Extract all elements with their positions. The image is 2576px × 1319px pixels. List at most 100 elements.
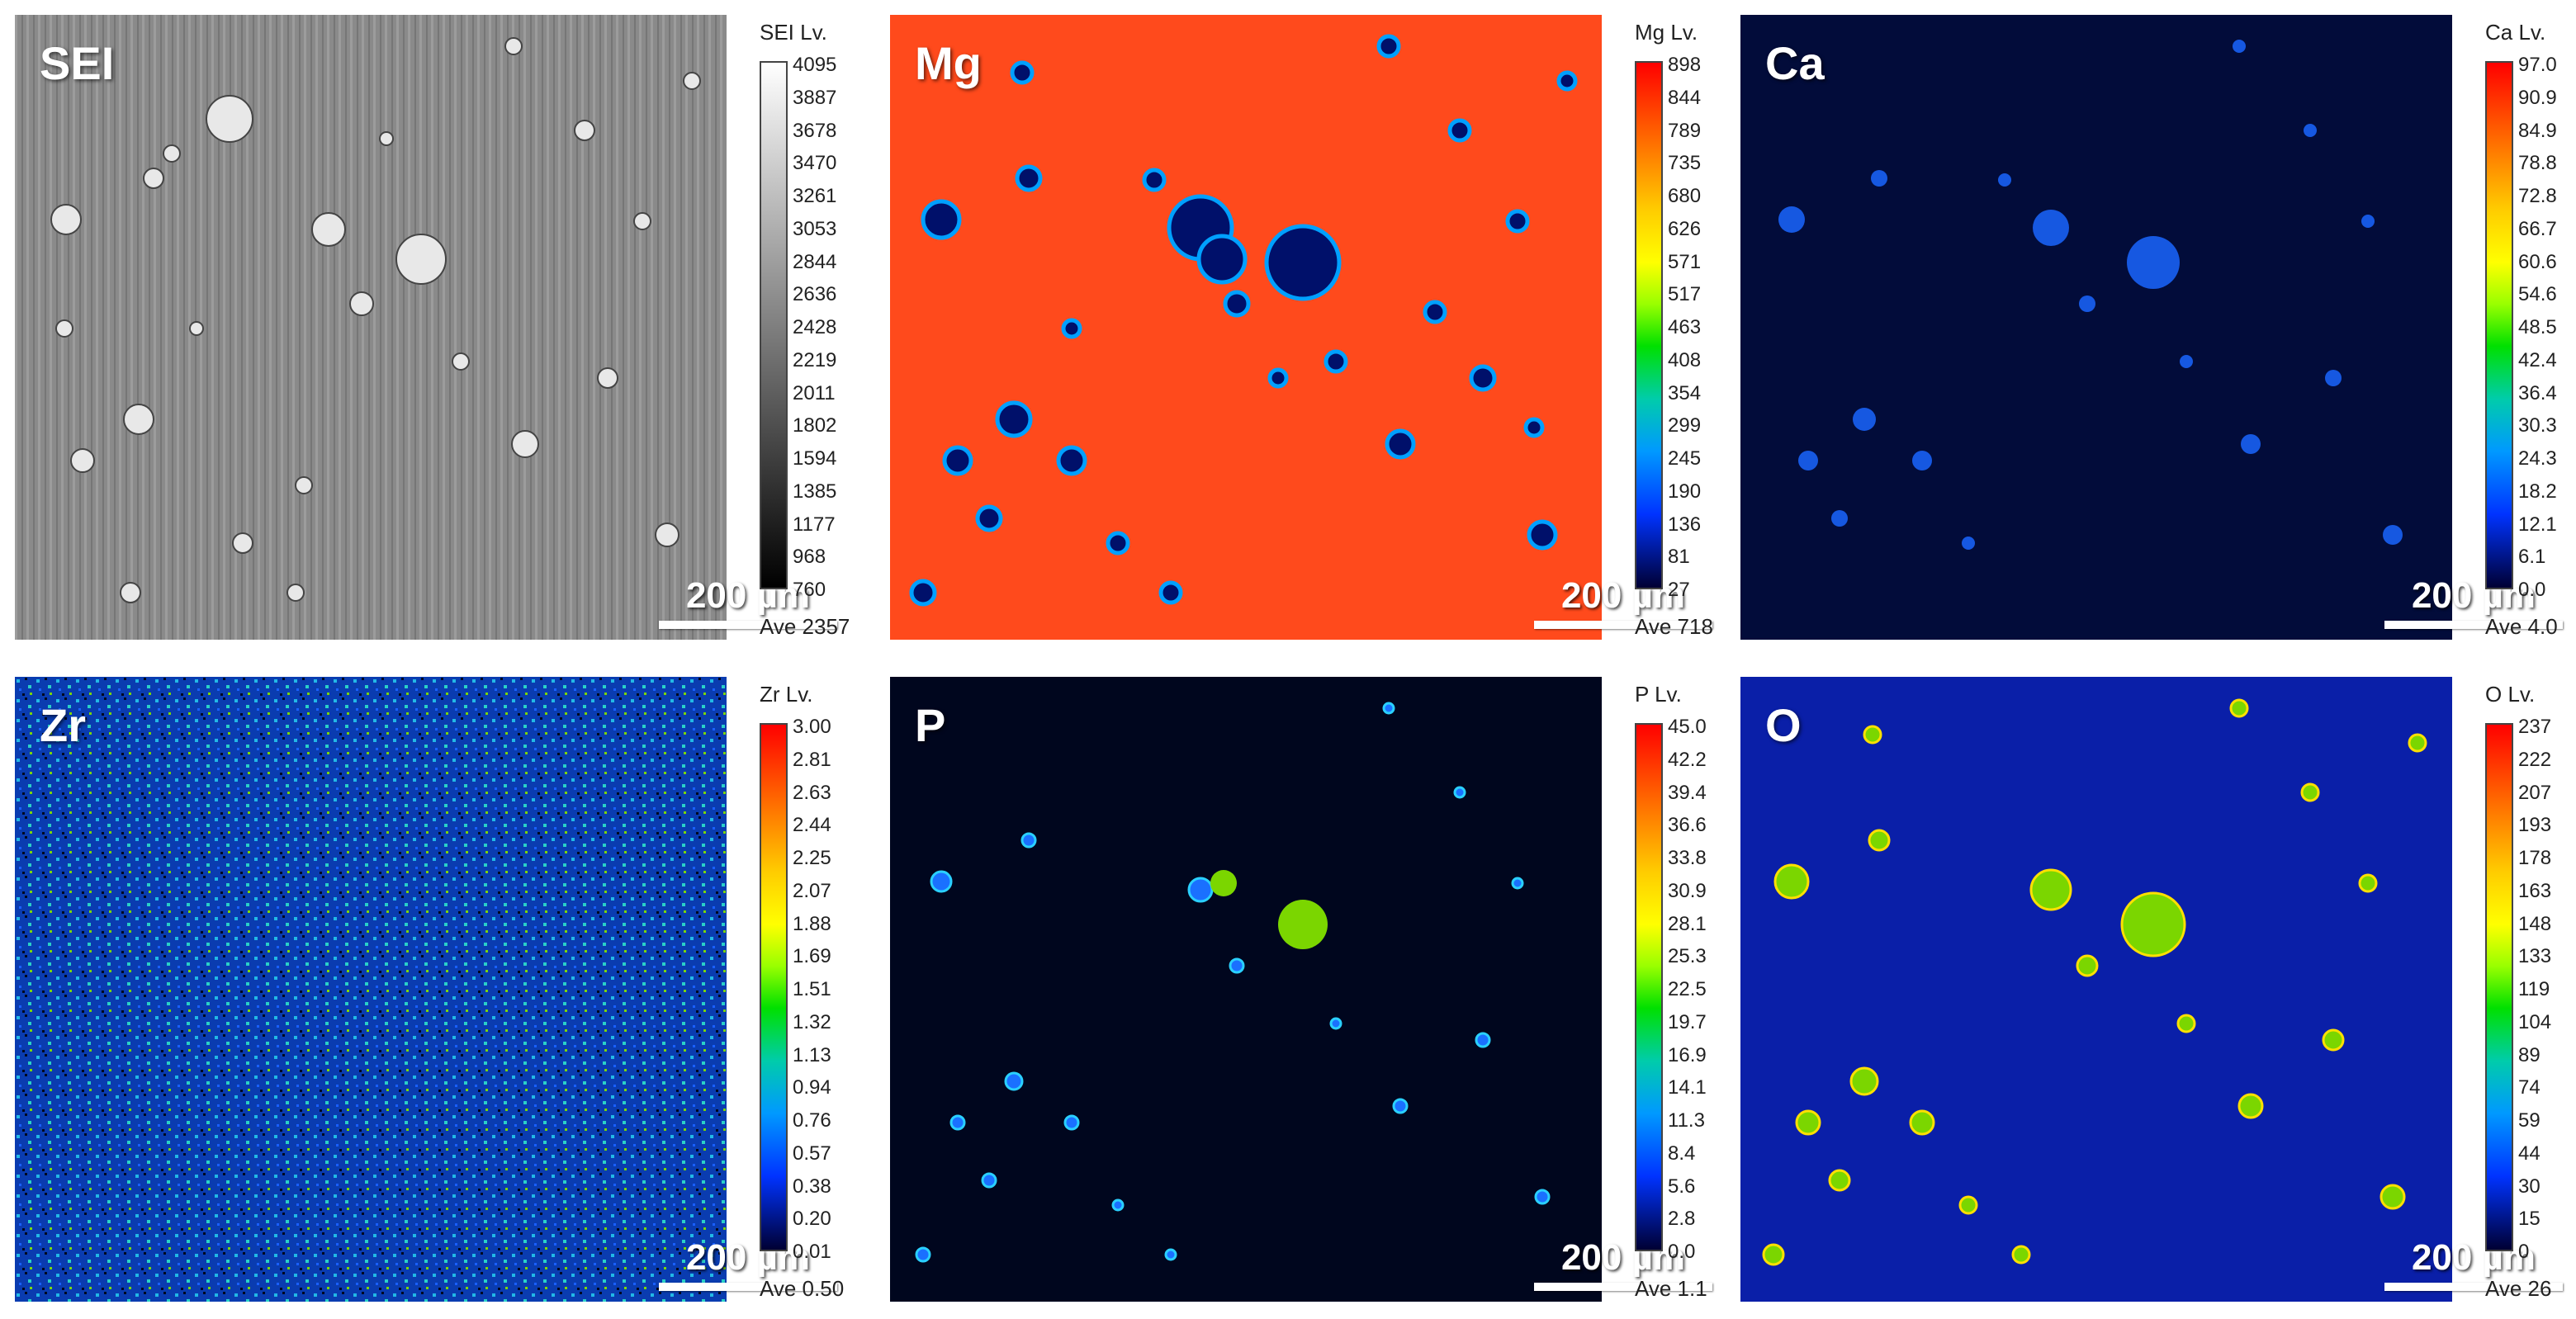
element-label: P <box>915 699 946 751</box>
colorbar-tick-label: 36.6 <box>1668 814 1707 837</box>
average-value: Ave 718 <box>1635 614 1713 639</box>
colorbar-tick-label: 178 <box>2518 847 2552 869</box>
colorbar-tick-label: 1385 <box>793 480 837 503</box>
colorbar-tick-label: 90.9 <box>2518 86 2557 109</box>
colorbar-tick-label: 1802 <box>793 414 837 437</box>
colorbar-tick-label: 0.76 <box>793 1109 831 1132</box>
colorbar-ticks: 3.00 2.81 2.63 2.44 2.25 2.07 1.88 1.69 1.51 1.32… <box>793 716 875 1263</box>
colorbar-tick-label: 968 <box>793 546 826 569</box>
colorbar-tick-label: 74 <box>2518 1076 2540 1099</box>
colorbar-tick-label: 60.6 <box>2518 250 2557 273</box>
scale-label: 200 µm <box>1560 1237 1686 1278</box>
scale-bar-line <box>2384 1283 2563 1291</box>
colorbar-tick-label: 0.20 <box>793 1208 831 1231</box>
colorbar-tick-label: 2.8 <box>1668 1208 1696 1231</box>
colorbar-tick-label: 148 <box>2518 912 2552 935</box>
colorbar-tick-label: 0.0 <box>1668 1241 1696 1263</box>
colorbar-tick-label: 133 <box>2518 945 2552 968</box>
scale-bar: 200 µm <box>1534 576 1712 629</box>
colorbar-tick-label: 207 <box>2518 781 2552 804</box>
colorbar-tick-label: 1.13 <box>793 1043 831 1066</box>
zr-distribution <box>15 677 727 1302</box>
colorbar-tick-label: 0.01 <box>793 1241 831 1263</box>
colorbar-tick-label: 517 <box>1668 283 1702 306</box>
colorbar-tick-label: 25.3 <box>1668 945 1707 968</box>
panel-sei: SEI 200 µm SEI Lv. 4095 3887 3678 3470 3261 3… <box>15 15 870 657</box>
panel-o: O 200 µm O Lv. 237 222 207 193 178 163 148 133 1… <box>1740 677 2576 1319</box>
colorbar-tick-label: 193 <box>2518 814 2552 837</box>
colorbar-tick-label: 245 <box>1668 447 1702 470</box>
colorbar-ticks: 4095 3887 3678 3470 3261 3053 2844 2636 2428 2219… <box>793 54 875 601</box>
colorbar-tick-label: 54.6 <box>2518 283 2557 306</box>
colorbar-tick-label: 81 <box>1668 546 1690 569</box>
colorbar-tick-label: 463 <box>1668 316 1702 338</box>
scale-bar-line <box>659 621 837 629</box>
average-value: Ave 0.50 <box>760 1276 845 1301</box>
colorbar-tick-label: 14.1 <box>1668 1076 1707 1099</box>
legend-title: O Lv. <box>2485 682 2536 707</box>
colorbar-tick-label: 1594 <box>793 447 837 470</box>
ca-distribution <box>1740 15 2452 640</box>
colorbar-tick-label: 2.63 <box>793 781 831 804</box>
colorbar-tick-label: 84.9 <box>2518 119 2557 142</box>
colorbar-ticks: 45.0 42.2 39.4 36.6 33.8 30.9 28.1 25.3 22.5 19.7… <box>1668 716 1750 1263</box>
colorbar-tick-label: 3678 <box>793 119 837 142</box>
colorbar-tick-label: 5.6 <box>1668 1175 1696 1198</box>
colorbar-tick-label: 19.7 <box>1668 1010 1707 1033</box>
colorbar-ticks: 237 222 207 193 178 163 148 133 119 104 89 74 59 44 30… <box>2518 716 2576 1263</box>
average-value: Ave 1.1 <box>1635 1276 1707 1301</box>
colorbar-legend: SEI Lv. 4095 3887 3678 3470 3261 3053 2844 2636… <box>760 15 870 657</box>
o-map <box>1740 677 2452 1302</box>
legend-title: Zr Lv. <box>760 682 813 707</box>
colorbar-tick-label: 6.1 <box>2518 546 2546 569</box>
colorbar-tick-label: 16.9 <box>1668 1043 1707 1066</box>
colorbar-tick-label: 2.07 <box>793 879 831 902</box>
ca-map <box>1740 15 2452 640</box>
o-distribution <box>1740 677 2452 1302</box>
colorbar-tick-label: 48.5 <box>2518 316 2557 338</box>
colorbar-tick-label: 222 <box>2518 748 2552 771</box>
colorbar-tick-label: 97.0 <box>2518 54 2557 76</box>
colorbar-tick-label: 28.1 <box>1668 912 1707 935</box>
colorbar-tick-label: 30.9 <box>1668 879 1707 902</box>
colorbar-tick-label: 12.1 <box>2518 513 2557 536</box>
sei-micrograph <box>15 15 727 640</box>
colorbar-legend: Ca Lv. 97.0 90.9 84.9 78.8 72.8 66.7 60.6 54.6 4… <box>2485 15 2576 657</box>
colorbar-ticks: 97.0 90.9 84.9 78.8 72.8 66.7 60.6 54.6 48.5 42.4… <box>2518 54 2576 601</box>
panel-p: P 200 µm P Lv. 45.0 42.2 39.4 36.6 33.8 30.9 2… <box>890 677 1745 1319</box>
colorbar-legend: Zr Lv. 3.00 2.81 2.63 2.44 2.25 2.07 1.88 1.69 1… <box>760 677 870 1319</box>
colorbar-tick-label: 1.51 <box>793 978 831 1000</box>
scale-bar-line <box>1534 621 1712 629</box>
scale-bar: 200 µm <box>1534 1238 1712 1291</box>
colorbar-tick-label: 571 <box>1668 250 1702 273</box>
colorbar-tick-label: 2011 <box>793 381 836 404</box>
zr-map <box>15 677 727 1302</box>
colorbar-tick-label: 3887 <box>793 86 837 109</box>
colorbar-tick-label: 8.4 <box>1668 1142 1696 1165</box>
colorbar-tick-label: 408 <box>1668 348 1702 371</box>
element-label: O <box>1765 699 1802 751</box>
panel-zr: Zr 200 µm Zr Lv. 3.00 2.81 2.63 2.44 2.25 2.0… <box>15 677 870 1319</box>
p-map <box>890 677 1602 1302</box>
panel-mg: Mg 200 µm Mg Lv. 898 844 789 735 680 626 571 51… <box>890 15 1745 657</box>
mg-distribution <box>890 15 1602 640</box>
colorbar-tick-label: 2.81 <box>793 748 831 771</box>
colorbar-tick-label: 45.0 <box>1668 716 1707 738</box>
colorbar-tick-label: 3261 <box>793 185 837 207</box>
colorbar-tick-label: 119 <box>2518 978 2550 1000</box>
colorbar-tick-label: 2219 <box>793 348 837 371</box>
legend-title: Ca Lv. <box>2485 20 2546 45</box>
colorbar-tick-label: 66.7 <box>2518 217 2557 240</box>
colorbar-tick-label: 42.2 <box>1668 748 1707 771</box>
colorbar-tick-label: 30.3 <box>2518 414 2557 437</box>
colorbar-tick-label: 0 <box>2518 1241 2530 1263</box>
colorbar <box>1635 61 1663 589</box>
colorbar-tick-label: 22.5 <box>1668 978 1707 1000</box>
scale-bar: 200 µm <box>2384 1238 2563 1291</box>
average-value: Ave 2357 <box>760 614 850 639</box>
colorbar-tick-label: 2636 <box>793 283 837 306</box>
scale-label: 200 µm <box>685 575 811 616</box>
scale-bar: 200 µm <box>659 576 837 629</box>
colorbar-tick-label: 104 <box>2518 1010 2552 1033</box>
colorbar <box>1635 723 1663 1251</box>
